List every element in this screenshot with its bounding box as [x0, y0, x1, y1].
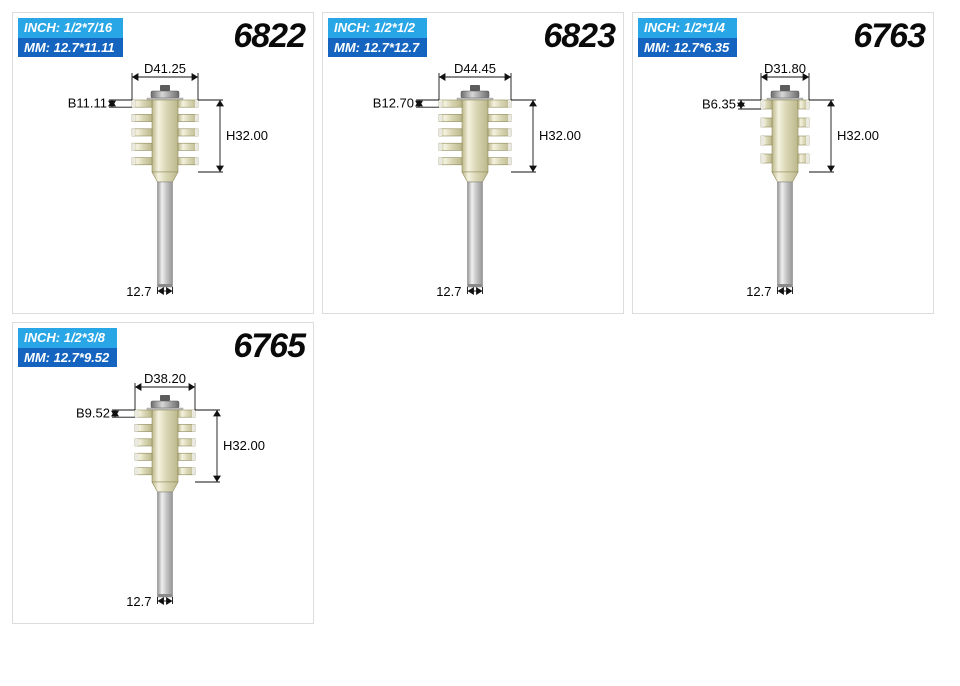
product-code: 6763	[853, 17, 925, 56]
spec-card: INCH: 1/2*3/8 MM: 12.7*9.52 6765	[12, 322, 314, 624]
dim-shank-label: 12.7	[126, 594, 151, 609]
spec-card: INCH: 1/2*1/2 MM: 12.7*12.7 6823	[322, 12, 624, 314]
product-code: 6765	[233, 327, 305, 366]
size-badge: INCH: 1/2*3/8 MM: 12.7*9.52	[18, 328, 117, 367]
badge-inch: INCH: 1/2*1/4	[638, 18, 737, 38]
dim-d-label: D38.20	[144, 371, 186, 386]
badge-mm: MM: 12.7*11.11	[18, 38, 123, 58]
figure-wrap: D44.45 B12.70 H32.00 12.7	[323, 61, 623, 311]
dim-shank-label: 12.7	[126, 284, 151, 299]
dim-d-label: D31.80	[764, 61, 806, 76]
badge-inch: INCH: 1/2*3/8	[18, 328, 117, 348]
router-bit-figure: D41.25 B11.11 H32.00 12.7	[13, 61, 314, 311]
size-badge: INCH: 1/2*1/2 MM: 12.7*12.7	[328, 18, 427, 57]
product-code: 6822	[233, 17, 305, 56]
product-code: 6823	[543, 17, 615, 56]
dim-b-label: B11.11	[68, 96, 107, 111]
badge-mm: MM: 12.7*12.7	[328, 38, 427, 58]
dim-shank-label: 12.7	[746, 284, 771, 299]
size-badge: INCH: 1/2*7/16 MM: 12.7*11.11	[18, 18, 123, 57]
badge-inch: INCH: 1/2*7/16	[18, 18, 123, 38]
dim-b-label: B9.52	[76, 406, 110, 421]
badge-mm: MM: 12.7*6.35	[638, 38, 737, 58]
size-badge: INCH: 1/2*1/4 MM: 12.7*6.35	[638, 18, 737, 57]
dim-shank-label: 12.7	[436, 284, 461, 299]
dim-b-label: B12.70	[373, 96, 414, 111]
figure-wrap: D38.20 B9.52 H32.00 12.7	[13, 371, 313, 621]
dim-h-label: H32.00	[539, 128, 581, 143]
router-bit-figure: D38.20 B9.52 H32.00 12.7	[13, 371, 314, 621]
figure-wrap: D41.25 B11.11 H32.00 12.7	[13, 61, 313, 311]
dim-h-label: H32.00	[837, 128, 879, 143]
product-spec-grid: INCH: 1/2*7/16 MM: 12.7*11.11 6822	[12, 12, 948, 624]
dim-d-label: D41.25	[144, 61, 186, 76]
spec-card: INCH: 1/2*7/16 MM: 12.7*11.11 6822	[12, 12, 314, 314]
dim-d-label: D44.45	[454, 61, 496, 76]
dim-h-label: H32.00	[226, 128, 268, 143]
dim-b-label: B6.35	[702, 97, 736, 112]
router-bit-figure: D44.45 B12.70 H32.00 12.7	[323, 61, 624, 311]
badge-mm: MM: 12.7*9.52	[18, 348, 117, 368]
badge-inch: INCH: 1/2*1/2	[328, 18, 427, 38]
router-bit-figure: D31.80 B6.35 H32.00 12.7	[633, 61, 934, 311]
dim-h-label: H32.00	[223, 438, 265, 453]
figure-wrap: D31.80 B6.35 H32.00 12.7	[633, 61, 933, 311]
spec-card: INCH: 1/2*1/4 MM: 12.7*6.35 6763	[632, 12, 934, 314]
